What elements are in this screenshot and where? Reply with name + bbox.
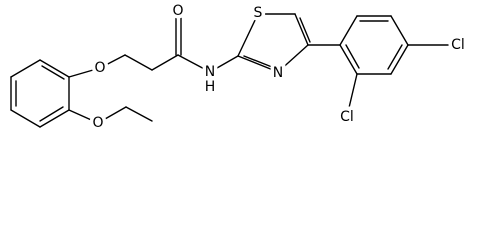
atom-label: Cl <box>340 109 354 125</box>
atom-label: Cl <box>451 37 465 53</box>
atom-label: N <box>205 64 215 80</box>
atom-label: S <box>254 5 263 21</box>
molecule-diagram: O O O N H S N Cl Cl <box>10 0 468 135</box>
atom-label: O <box>94 60 105 76</box>
atom-label: H <box>205 79 216 95</box>
atom-label: O <box>92 115 103 131</box>
atom-label: N <box>273 65 283 81</box>
bonds <box>10 13 451 128</box>
atom-label: O <box>172 3 183 19</box>
atom-labels: O O O N H S N Cl Cl <box>89 0 468 135</box>
